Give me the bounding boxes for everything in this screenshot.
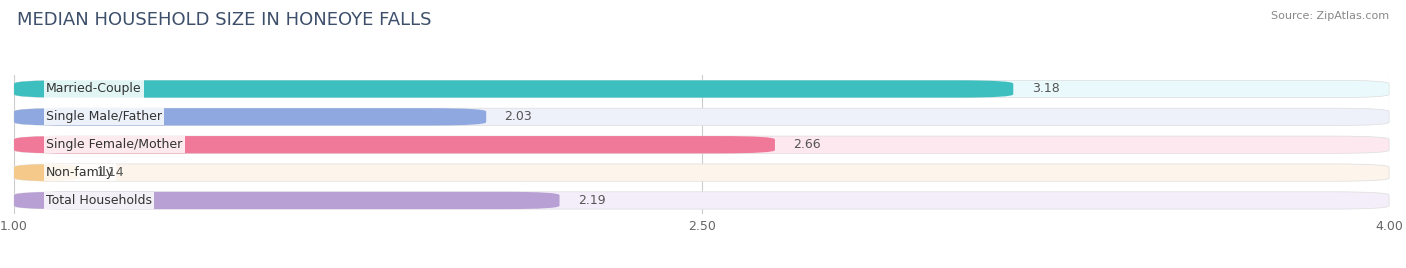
FancyBboxPatch shape [14,192,560,209]
Text: Non-family: Non-family [46,166,114,179]
FancyBboxPatch shape [14,136,775,153]
FancyBboxPatch shape [18,194,55,207]
Text: 3.18: 3.18 [1032,83,1059,95]
Text: Source: ZipAtlas.com: Source: ZipAtlas.com [1271,11,1389,21]
Text: Single Male/Father: Single Male/Father [46,110,162,123]
FancyBboxPatch shape [18,83,55,95]
Text: Single Female/Mother: Single Female/Mother [46,138,183,151]
FancyBboxPatch shape [14,108,1389,125]
Text: MEDIAN HOUSEHOLD SIZE IN HONEOYE FALLS: MEDIAN HOUSEHOLD SIZE IN HONEOYE FALLS [17,11,432,29]
FancyBboxPatch shape [14,108,486,125]
FancyBboxPatch shape [14,164,1389,181]
Text: 2.66: 2.66 [793,138,821,151]
FancyBboxPatch shape [14,192,1389,209]
FancyBboxPatch shape [14,80,1014,98]
Text: Married-Couple: Married-Couple [46,83,142,95]
Text: 2.19: 2.19 [578,194,606,207]
FancyBboxPatch shape [18,139,55,151]
FancyBboxPatch shape [18,166,55,179]
FancyBboxPatch shape [14,80,1389,98]
FancyBboxPatch shape [18,111,55,123]
FancyBboxPatch shape [14,136,1389,153]
Text: 2.03: 2.03 [505,110,533,123]
Text: 1.14: 1.14 [97,166,124,179]
Text: Total Households: Total Households [46,194,152,207]
FancyBboxPatch shape [14,164,79,181]
